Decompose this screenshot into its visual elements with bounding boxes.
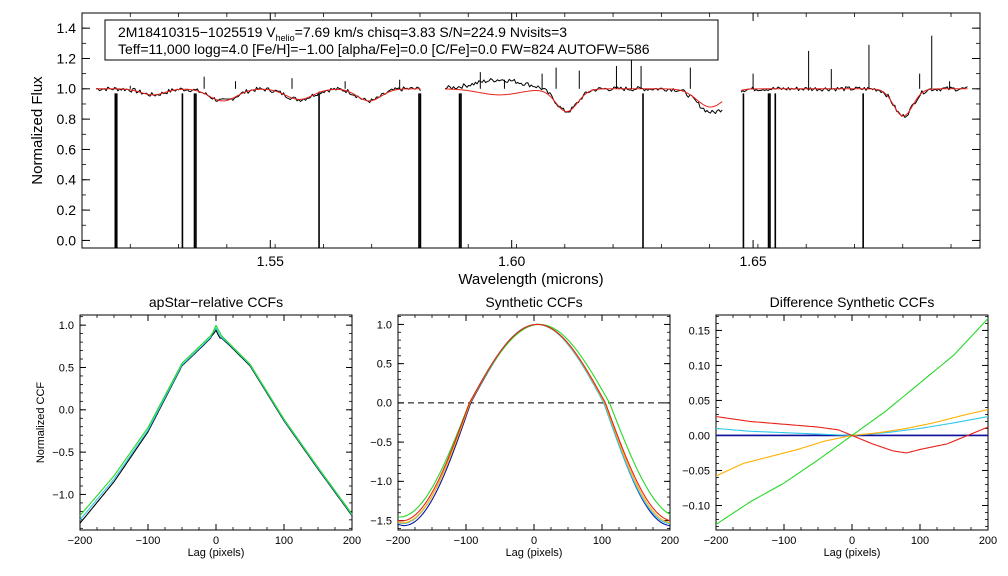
apstar-ccf-panel: −200 −100 0 100 200 −1.0 −0.5 0.0 0.5 1.0 Lag (pix… (35, 294, 361, 559)
annotation-stats: =7.69 km/s chisq=3.83 S/N=224.9 Nvisits=… (295, 24, 568, 40)
difference-ccf-series-red (715, 416, 989, 454)
x-tick-label: 1.60 (498, 253, 525, 269)
synthetic-ccf-series-1 (397, 323, 671, 527)
difference-ccf-panel: −200 −100 0 100 200 −0.10 −0.05 0.00 0.05 0.10 0.1… (682, 294, 997, 559)
model-spectrum-chip-1 (96, 88, 421, 102)
difference-ccf-series-green (715, 318, 989, 525)
x-tick-label: 200 (343, 535, 361, 547)
observed-spectrum-chip-2 (444, 78, 723, 115)
x-tick-label: 0 (213, 535, 219, 547)
x-axis-label: Lag (pixels) (506, 547, 563, 559)
y-tick-label: 0.10 (689, 360, 710, 372)
y-tick-label: 0.15 (689, 325, 710, 337)
y-tick-label: −0.05 (682, 465, 710, 477)
x-axis-label: Lag (pixels) (188, 547, 245, 559)
x-tick-label: −100 (454, 535, 479, 547)
x-tick-label: 0 (849, 535, 855, 547)
y-tick-label: 0.5 (377, 358, 392, 370)
model-spectrum-chip-3 (740, 88, 968, 117)
y-tick-label: 1.0 (57, 81, 77, 97)
difference-ccf-series-orange (715, 409, 989, 477)
y-tick-label: −1.0 (370, 476, 392, 488)
y-tick-label: 1.0 (59, 320, 74, 332)
y-tick-label: 0.0 (377, 398, 392, 410)
plot-frame (397, 314, 671, 531)
x-tick-label: 200 (661, 535, 679, 547)
y-tick-label: −0.5 (370, 437, 392, 449)
x-tick-label: 0 (531, 535, 537, 547)
x-tick-label: −200 (386, 535, 411, 547)
ccf-series-1 (79, 329, 353, 524)
annotation-line-1: 2M18410315−1025519 Vhelio=7.69 km/s chis… (118, 24, 567, 43)
synthetic-ccf-panel: −200 −100 0 100 200 −1.5 −1.0 −0.5 0.0 0.5 1.0 Lag … (370, 294, 679, 559)
x-tick-label: 100 (911, 535, 929, 547)
x-tick-label: 1.55 (257, 253, 284, 269)
y-tick-label: 0.00 (689, 430, 710, 442)
chart-title: Synthetic CCFs (485, 294, 582, 310)
y-tick-label: −1.5 (370, 515, 392, 527)
y-tick-label: 0.2 (57, 202, 77, 218)
y-tick-label: 0.5 (59, 362, 74, 374)
y-tick-label: −0.5 (52, 447, 74, 459)
plot-frame (81, 12, 981, 249)
y-axis-label: Normalized Flux (29, 76, 46, 185)
annotation-line-2: Teff=11,000 logg=4.0 [Fe/H]=−1.00 [alpha… (118, 41, 650, 57)
spectrum-panel: 1.55 1.60 1.65 0.0 0.2 0.4 0.6 0.8 1.0 1.2 1.4 Wave… (29, 12, 981, 288)
y-tick-label: 0.6 (57, 141, 77, 157)
synthetic-ccf-series-4 (397, 323, 671, 518)
annotation-helio-subscript: helio (276, 33, 295, 43)
x-axis-label: Wavelength (microns) (458, 271, 603, 288)
y-tick-label: 0.0 (59, 405, 74, 417)
y-tick-label: −1.0 (52, 489, 74, 501)
x-tick-label: −100 (136, 535, 161, 547)
x-tick-label: −100 (772, 535, 797, 547)
x-tick-label: 200 (979, 535, 997, 547)
ccf-series-3 (79, 324, 353, 516)
annotation-box (104, 19, 719, 61)
x-tick-label: 100 (275, 535, 293, 547)
y-tick-label: −0.10 (682, 500, 710, 512)
y-axis-label: Normalized CCF (35, 382, 47, 464)
y-tick-label: 0.8 (57, 111, 77, 127)
y-tick-label: 1.4 (57, 20, 77, 36)
annotation-star-id: 2M18410315−1025519 V (118, 24, 276, 40)
x-tick-label: 100 (593, 535, 611, 547)
y-tick-label: 1.2 (57, 50, 77, 66)
y-tick-label: 0.4 (57, 172, 77, 188)
model-spectrum-chip-2 (445, 88, 723, 113)
ccf-series-2 (79, 327, 353, 521)
synthetic-ccf-series-5 (397, 323, 671, 522)
synthetic-ccf-series-2 (397, 323, 671, 525)
x-axis-label: Lag (pixels) (824, 547, 881, 559)
y-tick-label: 1.0 (377, 319, 392, 331)
x-tick-label: −200 (704, 535, 729, 547)
plot-frame (79, 314, 353, 531)
x-tick-label: 1.65 (739, 253, 766, 269)
synthetic-ccf-series-3 (397, 323, 671, 524)
y-tick-label: 0.0 (57, 232, 77, 248)
x-tick-label: −200 (68, 535, 93, 547)
chart-title: Difference Synthetic CCFs (770, 294, 935, 310)
y-tick-label: 0.05 (689, 395, 710, 407)
chart-title: apStar−relative CCFs (149, 294, 283, 310)
